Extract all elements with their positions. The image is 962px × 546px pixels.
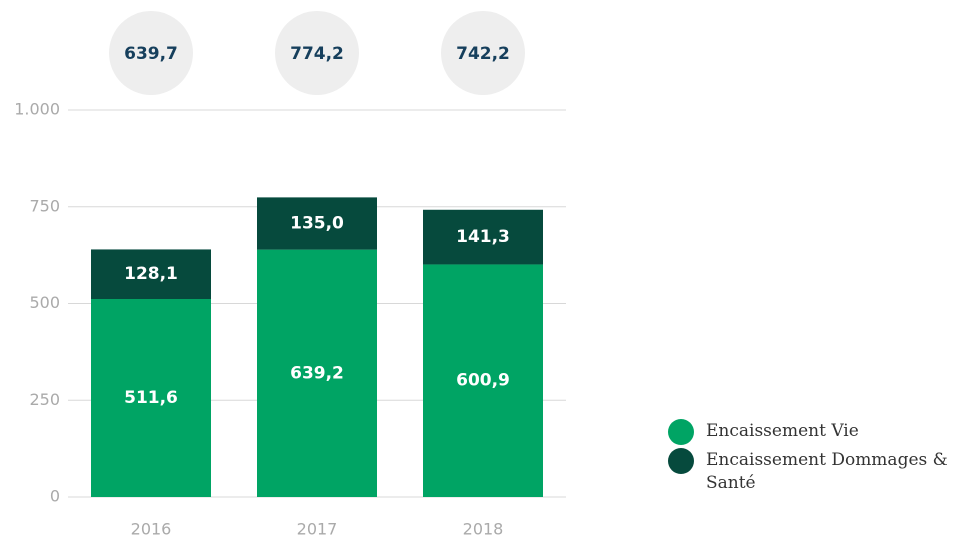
total-label: 639,7 xyxy=(124,44,178,64)
bar-segment xyxy=(91,249,211,300)
data-label: 128,1 xyxy=(124,264,178,284)
legend-swatch xyxy=(668,419,694,445)
legend-label: Encaissement Dommages & Santé xyxy=(706,450,948,493)
total-label: 742,2 xyxy=(456,44,510,64)
legend-item: Encaissement Dommages & Santé xyxy=(668,448,958,495)
data-label: 600,9 xyxy=(456,371,510,391)
total-bubble xyxy=(441,11,525,95)
bar-segment xyxy=(257,249,377,497)
bar-segment xyxy=(257,197,377,250)
bar-segment xyxy=(423,264,543,497)
total-bubble xyxy=(109,11,193,95)
legend-swatch xyxy=(668,448,694,474)
data-label: 639,2 xyxy=(290,363,344,383)
x-tick-label: 2018 xyxy=(463,520,504,539)
total-label: 774,2 xyxy=(290,44,344,64)
y-tick-label: 500 xyxy=(29,293,60,312)
y-tick-label: 750 xyxy=(29,196,60,215)
y-tick-label: 0 xyxy=(50,487,60,506)
total-bubble xyxy=(275,11,359,95)
y-tick-label: 250 xyxy=(29,390,60,409)
data-label: 135,0 xyxy=(290,214,344,234)
x-tick-label: 2017 xyxy=(297,520,338,539)
x-tick-label: 2016 xyxy=(131,520,172,539)
bar-segment xyxy=(91,299,211,497)
y-tick-label: 1.000 xyxy=(14,100,60,119)
legend: Encaissement Vie Encaissement Dommages & … xyxy=(668,419,958,499)
data-label: 511,6 xyxy=(124,388,178,408)
legend-item: Encaissement Vie xyxy=(668,419,958,445)
data-label: 141,3 xyxy=(456,227,510,247)
bar-segment xyxy=(423,209,543,265)
legend-label: Encaissement Vie xyxy=(706,421,859,441)
